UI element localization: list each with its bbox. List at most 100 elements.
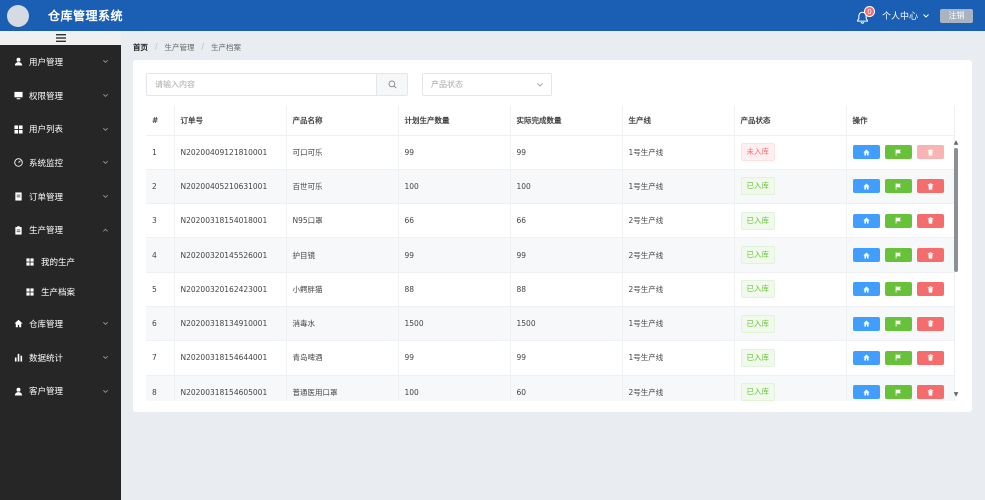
delete-button[interactable]	[916, 385, 944, 400]
home-icon	[862, 320, 870, 327]
sidebar-toggle[interactable]	[0, 31, 121, 45]
cell-order-number: N20200320145526001	[174, 237, 287, 273]
sidebar-item-data-statistics[interactable]: 数据统计	[0, 341, 121, 375]
cell-order-number: N20200318154644001	[174, 340, 287, 376]
main-panel: 产品状态 # 订单号 产品名称 计划生产数量 实际完成数量 生产线 产品状态 操…	[133, 60, 972, 412]
table-row: 1 N20200409121810001 可口可乐 99 99 1号生产线 未入库	[146, 135, 955, 170]
flag-button[interactable]	[884, 316, 912, 331]
document-icon	[14, 192, 23, 201]
sidebar-item-permission-management[interactable]: 权限管理	[0, 79, 121, 113]
home-button[interactable]	[852, 145, 880, 160]
home-button[interactable]	[852, 213, 880, 228]
delete-button[interactable]	[916, 145, 944, 160]
user-center-menu[interactable]: 个人中心	[881, 12, 918, 22]
row-actions	[852, 282, 954, 297]
flag-button[interactable]	[884, 213, 912, 228]
cell-order-number: N20200318154018001	[174, 203, 287, 239]
trash-icon	[927, 354, 933, 362]
column-header-actions: 操作	[846, 106, 955, 136]
home-button[interactable]	[852, 179, 880, 194]
search-button[interactable]	[376, 73, 408, 96]
cell-production-line: 2号生产线	[622, 375, 735, 401]
breadcrumb-production-management[interactable]: 生产管理	[164, 43, 195, 52]
notification-bell[interactable]: 0	[856, 5, 875, 24]
flag-button[interactable]	[884, 179, 912, 194]
flag-button[interactable]	[884, 282, 912, 297]
cell-product-name: 小鳄胖猫	[286, 272, 399, 307]
sidebar-subitem-label: 我的生产	[41, 258, 76, 269]
status-badge: 已入库	[740, 314, 775, 333]
sidebar-item-production-management[interactable]: 生产管理	[0, 213, 121, 247]
sidebar-item-label: 系统监控	[29, 158, 64, 169]
cell-production-line: 2号生产线	[622, 237, 735, 273]
sidebar-item-system-monitor[interactable]: 系统监控	[0, 146, 121, 180]
column-header-product-status: 产品状态	[734, 106, 847, 136]
table-scrollbar[interactable]: ▲ ▼	[953, 140, 959, 398]
status-select[interactable]: 产品状态	[422, 73, 552, 96]
chevron-down-icon[interactable]	[922, 12, 930, 20]
scroll-down-arrow-icon[interactable]: ▼	[953, 391, 959, 398]
status-badge: 已入库	[740, 177, 775, 196]
delete-button[interactable]	[916, 179, 944, 194]
bar-chart-icon	[14, 353, 23, 362]
delete-button[interactable]	[916, 213, 944, 228]
flag-icon	[895, 183, 901, 190]
breadcrumb-home[interactable]: 首页	[133, 43, 148, 52]
cell-actions	[846, 340, 955, 376]
home-icon	[862, 217, 870, 224]
cell-planned-quantity: 99	[398, 237, 511, 273]
logo	[7, 4, 29, 27]
cell-production-line: 2号生产线	[622, 203, 735, 239]
sidebar-subitem-production-archive[interactable]: 生产档案	[0, 277, 121, 307]
search-input[interactable]	[146, 73, 378, 96]
logout-button[interactable]: 注销	[940, 8, 973, 23]
scroll-up-arrow-icon[interactable]: ▲	[953, 139, 959, 146]
flag-button[interactable]	[884, 145, 912, 160]
status-select-placeholder: 产品状态	[431, 80, 463, 89]
status-badge: 已入库	[740, 348, 775, 367]
chevron-down-icon	[103, 161, 108, 165]
sidebar-item-order-management[interactable]: 订单管理	[0, 180, 121, 214]
row-actions	[852, 350, 954, 365]
flag-button[interactable]	[884, 248, 912, 263]
cell-actions	[846, 375, 955, 401]
sidebar-item-label: 订单管理	[29, 192, 64, 203]
home-button[interactable]	[852, 282, 880, 297]
status-badge: 未入库	[740, 143, 775, 162]
cell-actions	[846, 272, 955, 307]
chevron-down-icon	[103, 194, 108, 199]
cell-order-number: N20200409121810001	[174, 135, 287, 170]
cell-actual-quantity: 60	[510, 375, 623, 401]
scrollbar-thumb[interactable]	[954, 148, 958, 272]
cell-production-line: 1号生产线	[622, 169, 735, 205]
trash-icon	[927, 148, 933, 156]
sidebar-item-user-list[interactable]: 用户列表	[0, 112, 121, 146]
sidebar-item-label: 客户管理	[29, 387, 64, 398]
sidebar-item-user-management[interactable]: 用户管理	[0, 45, 121, 79]
home-button[interactable]	[852, 350, 880, 365]
flag-button[interactable]	[884, 350, 912, 365]
cell-product-status: 已入库	[734, 272, 847, 307]
flag-icon	[895, 148, 901, 156]
chevron-up-icon	[103, 228, 108, 232]
sidebar-item-customer-management[interactable]: 客户管理	[0, 375, 121, 409]
user-icon	[14, 387, 23, 396]
sidebar-item-warehouse-management[interactable]: 仓库管理	[0, 307, 121, 341]
delete-button[interactable]	[916, 350, 944, 365]
delete-button[interactable]	[916, 248, 944, 263]
cell-order-number: N20200320162423001	[174, 272, 287, 307]
cell-product-status: 已入库	[734, 340, 847, 376]
cell-actions	[846, 237, 955, 273]
cell-actions	[846, 169, 955, 205]
home-button[interactable]	[852, 385, 880, 400]
row-actions	[852, 385, 954, 400]
sidebar-subitem-my-production[interactable]: 我的生产	[0, 247, 121, 277]
delete-button[interactable]	[916, 282, 944, 297]
row-actions	[852, 248, 954, 263]
sidebar-subitem-label: 生产档案	[41, 288, 76, 299]
home-button[interactable]	[852, 316, 880, 331]
flag-button[interactable]	[884, 385, 912, 400]
cell-index: 4	[146, 237, 175, 273]
home-button[interactable]	[852, 248, 880, 263]
delete-button[interactable]	[916, 316, 944, 331]
